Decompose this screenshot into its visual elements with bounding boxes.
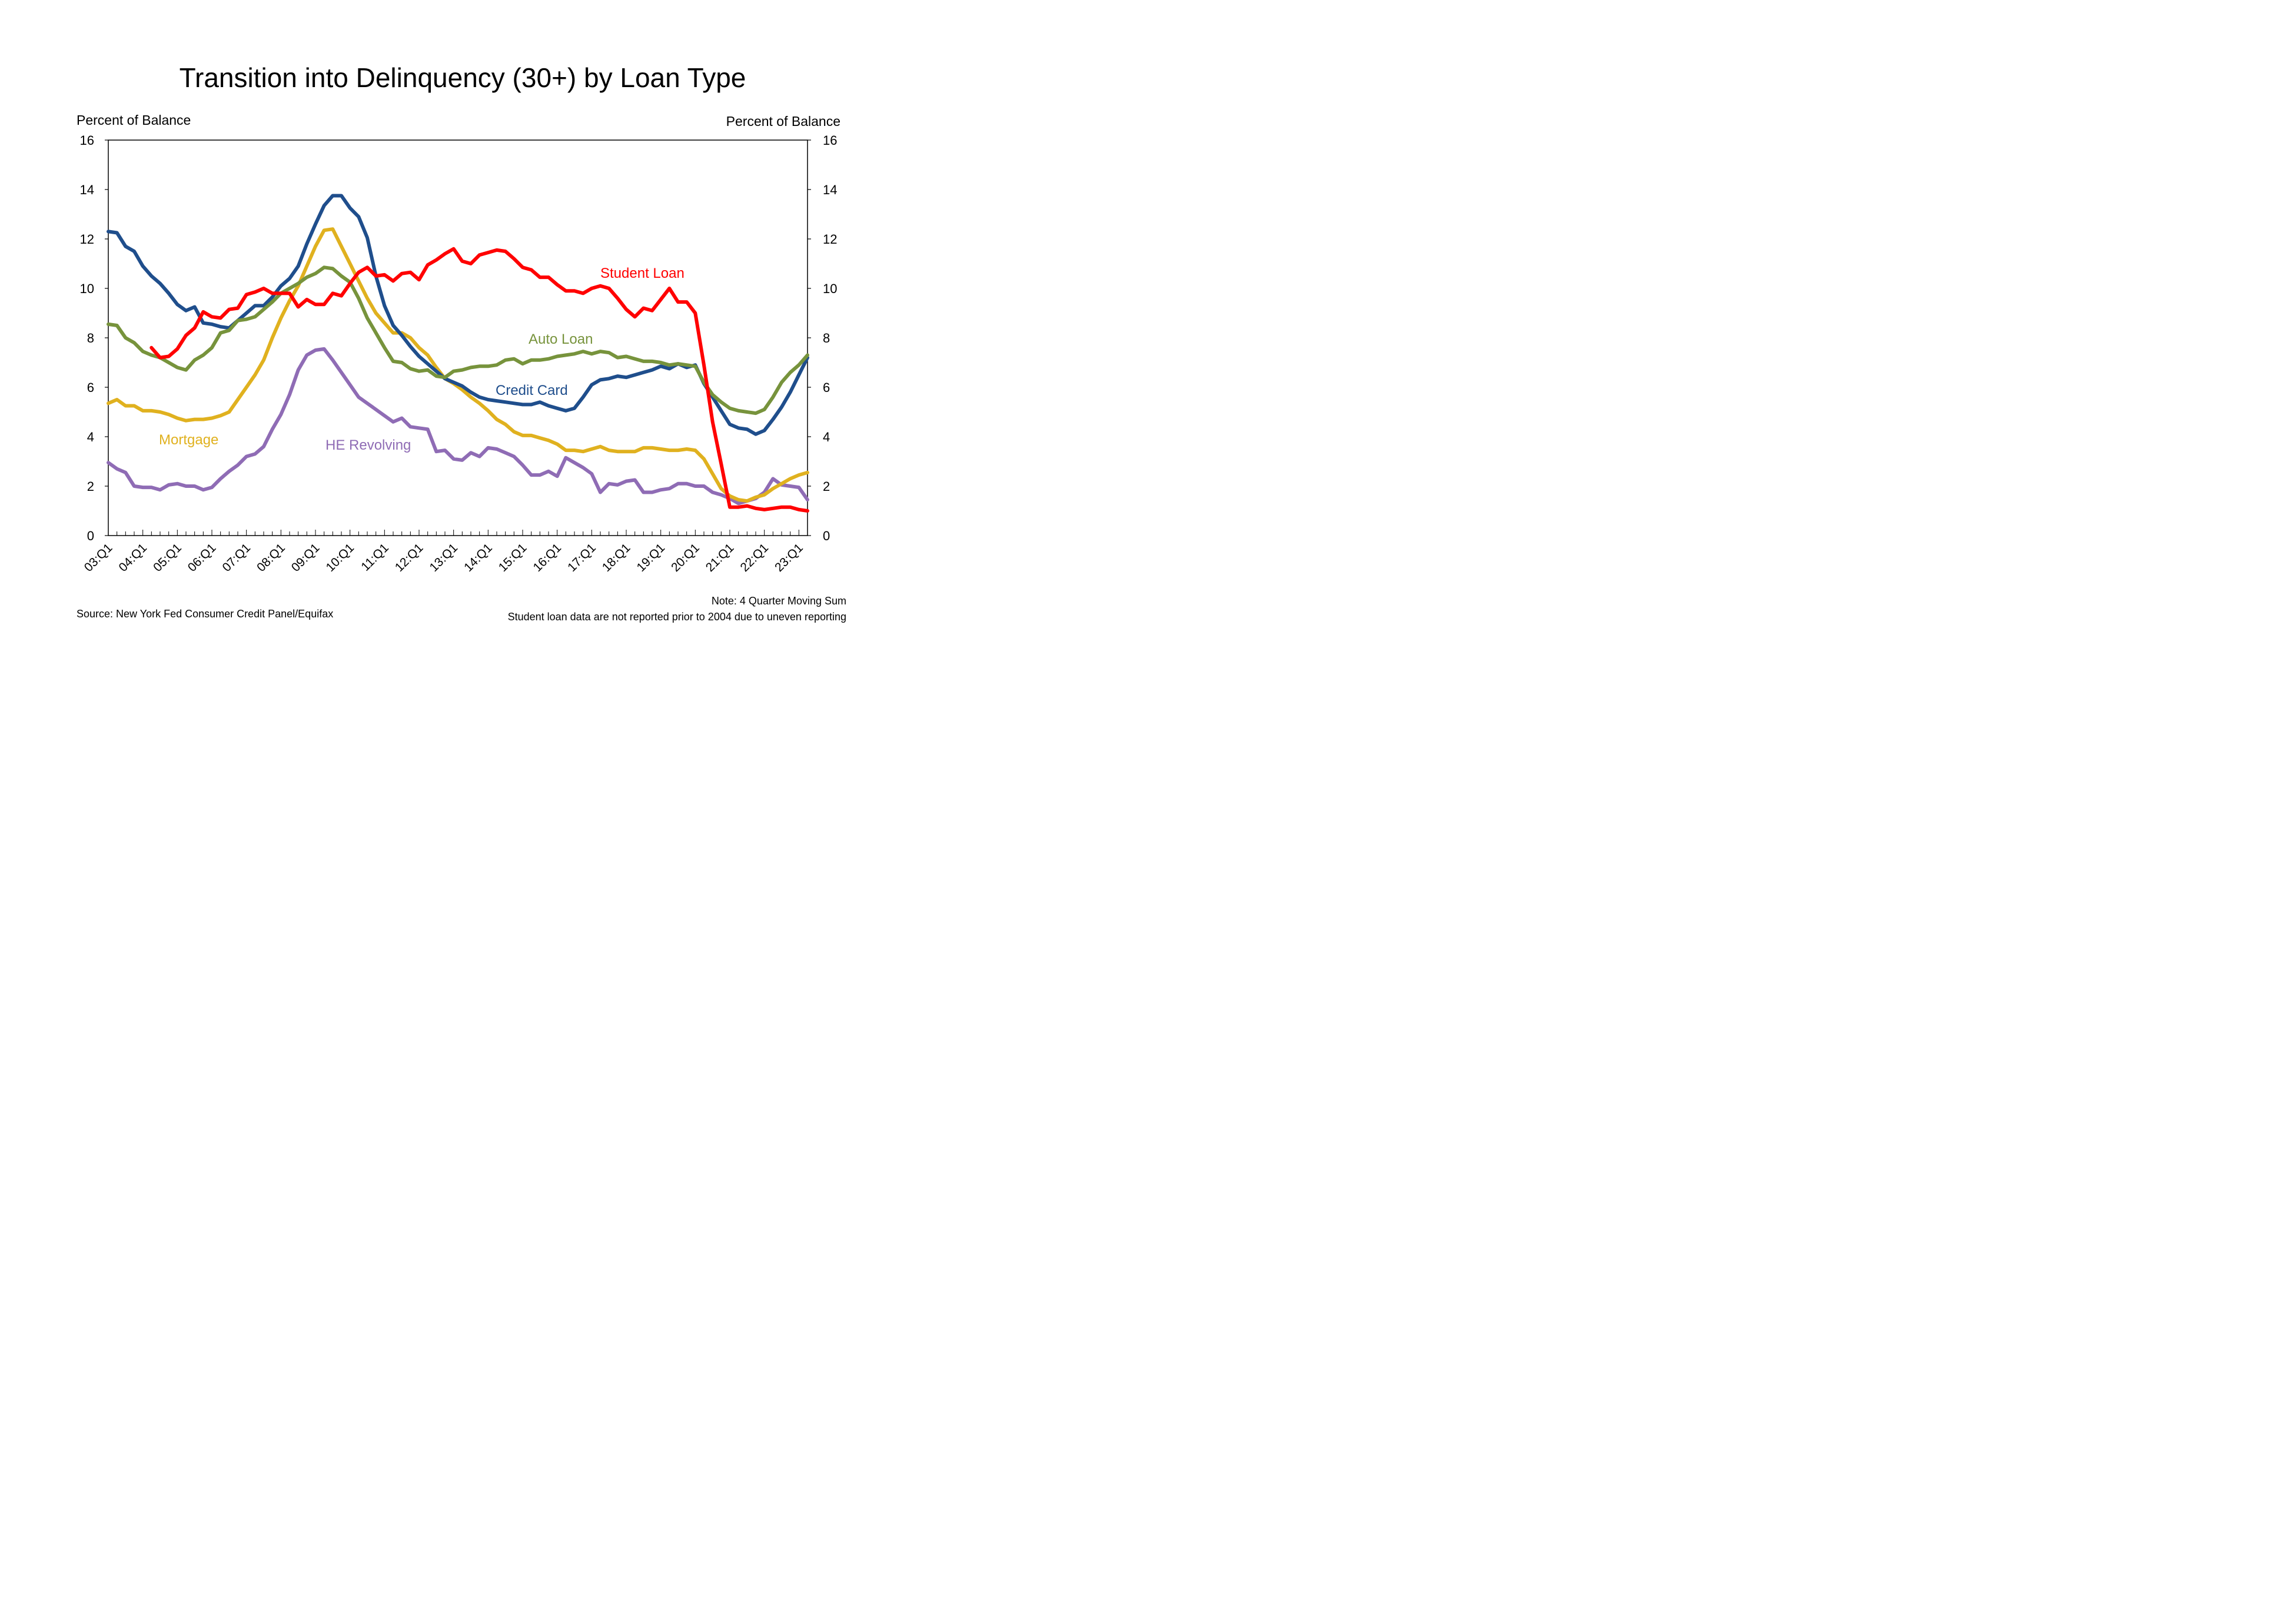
series-line-he-revolving [107,347,809,506]
y-tick-label-left: 16 [80,133,94,148]
y-tick-label-left: 0 [87,529,94,543]
y-tick-label-right: 0 [823,529,830,543]
y-tick-label-right: 16 [823,133,837,148]
y-tick-label-left: 6 [87,380,94,395]
x-tick-label: 17:Q1 [565,541,599,574]
y-tick-label-left: 10 [80,281,94,296]
x-tick-label: 11:Q1 [358,541,391,574]
x-tick-label: 13:Q1 [427,541,460,574]
label-he-revolving: HE Revolving [325,437,411,453]
moving-sum-note: Note: 4 Quarter Moving Sum [712,595,846,607]
y-axis-title-left: Percent of Balance [77,112,191,128]
series-line-student-loan [149,247,809,513]
series-line-mortgage [107,227,809,503]
label-student-loan: Student Loan [600,265,685,281]
chart: Transition into Delinquency (30+) by Loa… [77,62,846,623]
x-tick-label: 12:Q1 [393,541,426,574]
x-tick-label: 21:Q1 [703,541,737,574]
y-tick-label-right: 12 [823,232,837,247]
y-tick-label-left: 12 [80,232,94,247]
label-mortgage: Mortgage [159,432,218,448]
student-loan-note: Student loan data are not reported prior… [508,611,846,623]
series-lines [107,194,809,513]
x-tick-label: 19:Q1 [634,541,667,574]
y-tick-label-right: 8 [823,331,830,345]
x-tick-label: 03:Q1 [82,541,115,574]
x-tick-label: 09:Q1 [289,541,323,574]
y-tick-label-right: 14 [823,182,837,197]
x-tick-label: 06:Q1 [185,541,219,574]
chart-title: Transition into Delinquency (30+) by Loa… [180,62,746,93]
x-tick-label: 08:Q1 [254,541,288,574]
x-tick-label: 22:Q1 [737,541,771,574]
x-tick-label: 15:Q1 [496,541,530,574]
x-tick-label: 20:Q1 [669,541,702,574]
series-line-credit-card [107,194,809,436]
x-tick-label: 18:Q1 [600,541,633,574]
x-tick-label: 16:Q1 [530,541,564,574]
y-tick-label-left: 14 [80,182,94,197]
y-tick-label-right: 10 [823,281,837,296]
y-tick-label-left: 2 [87,479,94,494]
x-tick-label: 10:Q1 [323,541,357,574]
y-tick-label-left: 4 [87,430,94,444]
x-tick-label: 05:Q1 [151,541,184,574]
y-axis-title-right: Percent of Balance [726,114,840,129]
x-axis: 03:Q1 04:Q1 05:Q1 06:Q1 07:Q1 08:Q1 09:Q1 10:Q1… [82,530,808,574]
x-tick-label: 07:Q1 [220,541,253,574]
x-tick-label: 23:Q1 [772,541,806,574]
plot-area [108,139,808,536]
y-tick-label-right: 4 [823,430,830,444]
x-tick-label: 14:Q1 [461,541,495,574]
label-auto-loan: Auto Loan [529,331,593,347]
y-tick-label-right: 6 [823,380,830,395]
series-line-auto-loan [107,265,809,416]
y-tick-label-left: 8 [87,331,94,345]
y-axis: 0 0 2 2 4 4 6 6 8 8 10 10 12 12 14 14 16 16 [80,133,838,543]
x-tick-label: 04:Q1 [116,541,149,574]
source-note: Source: New York Fed Consumer Credit Pan… [77,608,333,620]
label-credit-card: Credit Card [496,383,568,398]
y-tick-label-right: 2 [823,479,830,494]
